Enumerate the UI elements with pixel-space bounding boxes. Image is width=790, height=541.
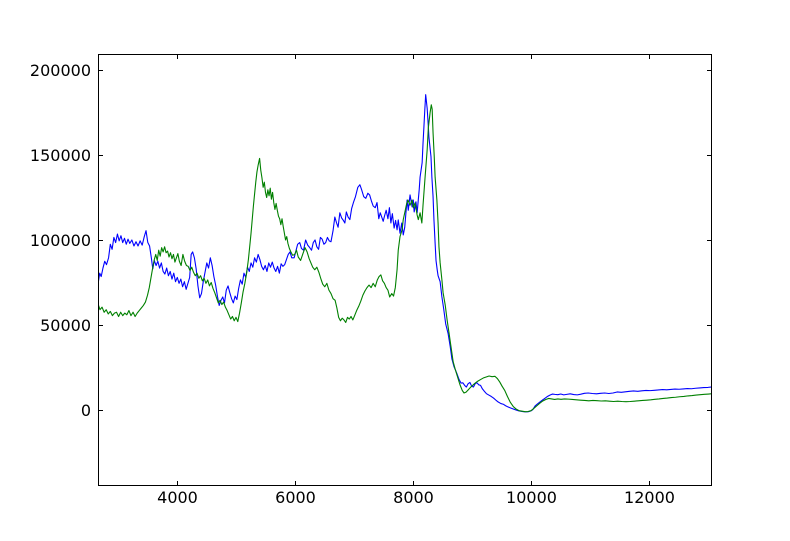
y-tick-label: 0 xyxy=(81,401,91,420)
plot-frame xyxy=(98,54,712,486)
y-tick-label: 200000 xyxy=(30,61,91,80)
x-tick-label: 12000 xyxy=(624,488,675,507)
blue-series-line xyxy=(98,94,711,413)
x-tick-label: 8000 xyxy=(393,488,434,507)
green-series-line xyxy=(98,104,711,413)
y-tick-label: 50000 xyxy=(40,316,91,335)
x-tick-label: 10000 xyxy=(506,488,557,507)
x-tick-label: 4000 xyxy=(157,488,198,507)
x-tick-label: 6000 xyxy=(275,488,316,507)
y-tick-label: 150000 xyxy=(30,146,91,165)
y-tick-label: 100000 xyxy=(30,231,91,250)
